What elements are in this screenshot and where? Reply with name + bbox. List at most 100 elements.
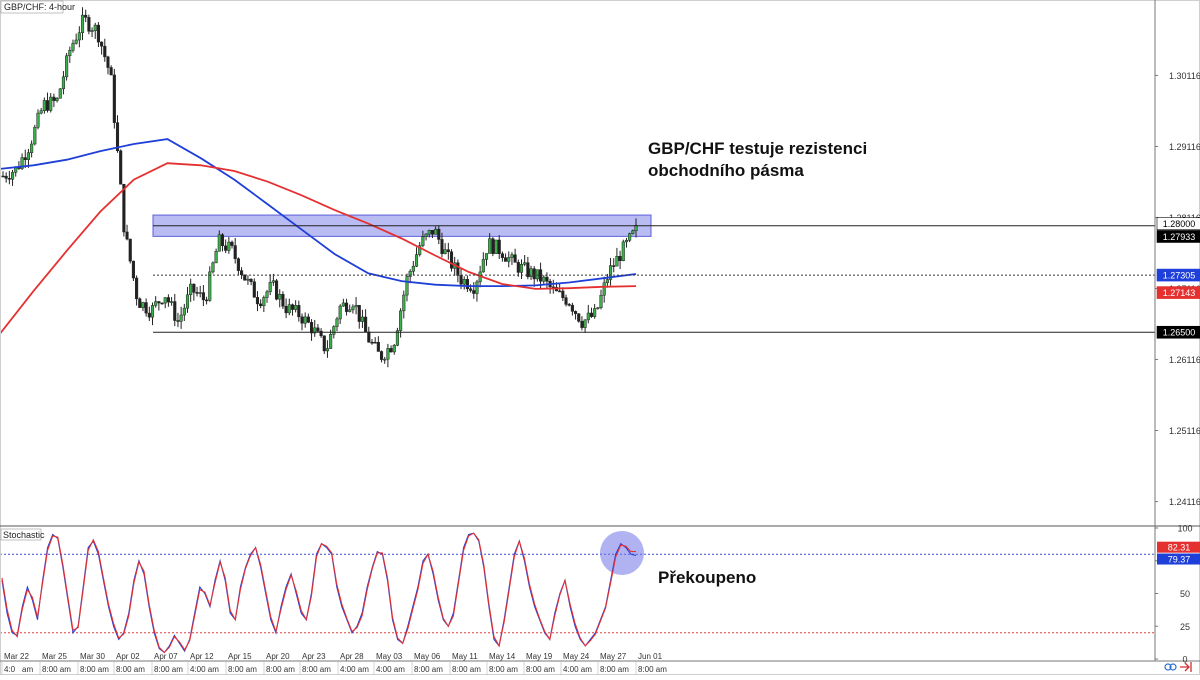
candle-body <box>58 88 62 99</box>
candle-body <box>529 268 533 277</box>
candle-body <box>602 282 606 296</box>
candle-body <box>138 298 142 308</box>
x-time-label: 8:00 am <box>489 665 518 674</box>
candle-body <box>341 302 345 307</box>
candle-body <box>84 14 88 18</box>
candle-body <box>535 269 539 280</box>
candle-body <box>367 331 371 343</box>
candle-body <box>306 316 310 323</box>
x-time-label: 4:00 am <box>340 665 369 674</box>
candle-body <box>316 327 320 332</box>
candle-body <box>179 314 183 322</box>
candle-body <box>615 255 619 267</box>
candle-body <box>243 274 247 281</box>
candle-body <box>20 157 24 169</box>
stoch-value-box <box>1157 553 1200 565</box>
stoch-d-line <box>1 532 636 654</box>
candle-body <box>300 316 304 324</box>
candle-body <box>313 327 317 334</box>
candle-body <box>246 278 250 281</box>
candle-body <box>580 321 584 328</box>
candle-body <box>589 312 594 317</box>
candle-body <box>605 279 609 284</box>
candle-body <box>96 24 100 43</box>
candle-body <box>52 96 56 101</box>
candle-body <box>290 304 295 310</box>
price-label-box <box>1156 325 1200 339</box>
candle-body <box>488 238 492 254</box>
x-date-label: Mar 25 <box>42 652 67 661</box>
stoch-title: Stochastic <box>3 530 45 540</box>
candle-body <box>192 283 196 293</box>
candle-body <box>357 305 361 322</box>
candle-body <box>201 292 205 301</box>
candle-body <box>624 240 629 243</box>
candle-body <box>303 316 307 324</box>
candle-body <box>481 259 485 273</box>
candle-body <box>4 175 8 179</box>
candle-body <box>125 231 129 240</box>
candle-body <box>294 305 298 310</box>
candle-body <box>402 294 406 312</box>
candle-body <box>322 335 326 352</box>
title-box <box>0 0 64 14</box>
x-date-label: May 06 <box>414 652 441 661</box>
candle-body <box>577 313 581 322</box>
price-label: 1.28000 <box>1163 219 1196 229</box>
candle-body <box>510 254 514 258</box>
candle-body <box>427 229 431 235</box>
x-time-label: 8:00 am <box>80 665 109 674</box>
x-time-label: 8:00 am <box>414 665 443 674</box>
overbought-highlight <box>600 531 644 575</box>
candle-body <box>462 279 466 285</box>
candle-body <box>484 253 489 260</box>
candle-body <box>135 277 139 300</box>
candle-body <box>182 307 186 316</box>
link-icon <box>1164 663 1177 671</box>
candle-body <box>399 310 403 331</box>
candle-body <box>224 245 228 251</box>
candle-body <box>195 292 199 294</box>
candle-body <box>360 316 364 322</box>
x-date-label: Apr 02 <box>116 652 140 661</box>
candle-body <box>49 96 53 111</box>
x-date-label: Mar 22 <box>4 652 29 661</box>
candle-body <box>516 262 520 273</box>
candle-body <box>217 234 221 252</box>
stoch-annotation: Překoupeno <box>658 568 756 587</box>
price-label: 1.27143 <box>1163 288 1196 298</box>
annotation-line-2: obchodního pásma <box>648 161 804 180</box>
x-time-label: 4:00 am <box>190 665 219 674</box>
candle-body <box>494 239 498 254</box>
candle-body <box>157 301 161 304</box>
candle-body <box>351 306 355 311</box>
candle-body <box>593 308 597 317</box>
candle-body <box>408 271 412 277</box>
candle-body <box>166 297 170 303</box>
candle-body <box>621 241 625 261</box>
candle-body <box>532 268 536 280</box>
stoch-value-label: 82.31 <box>1168 543 1191 553</box>
candle-body <box>128 238 132 262</box>
candle-body <box>325 348 330 352</box>
candle-body <box>469 288 473 291</box>
candle-body <box>440 239 444 254</box>
candle-body <box>230 241 234 246</box>
candle-body <box>185 294 190 309</box>
candle-body <box>430 229 434 235</box>
candle-body <box>389 348 393 353</box>
x-time-label: 8:00 am <box>452 665 481 674</box>
candle-body <box>564 297 568 305</box>
x-date-label: Apr 28 <box>340 652 364 661</box>
candle-body <box>275 280 279 300</box>
candle-body <box>144 302 148 314</box>
candle-body <box>570 304 574 312</box>
x-time-label: 8:00 am <box>302 665 331 674</box>
candle-body <box>434 228 438 235</box>
candle-body <box>233 245 237 259</box>
candle-body <box>90 30 94 32</box>
x-time-label: 8:00 am <box>154 665 183 674</box>
stoch-y-tick-label: 0 <box>1182 655 1187 665</box>
